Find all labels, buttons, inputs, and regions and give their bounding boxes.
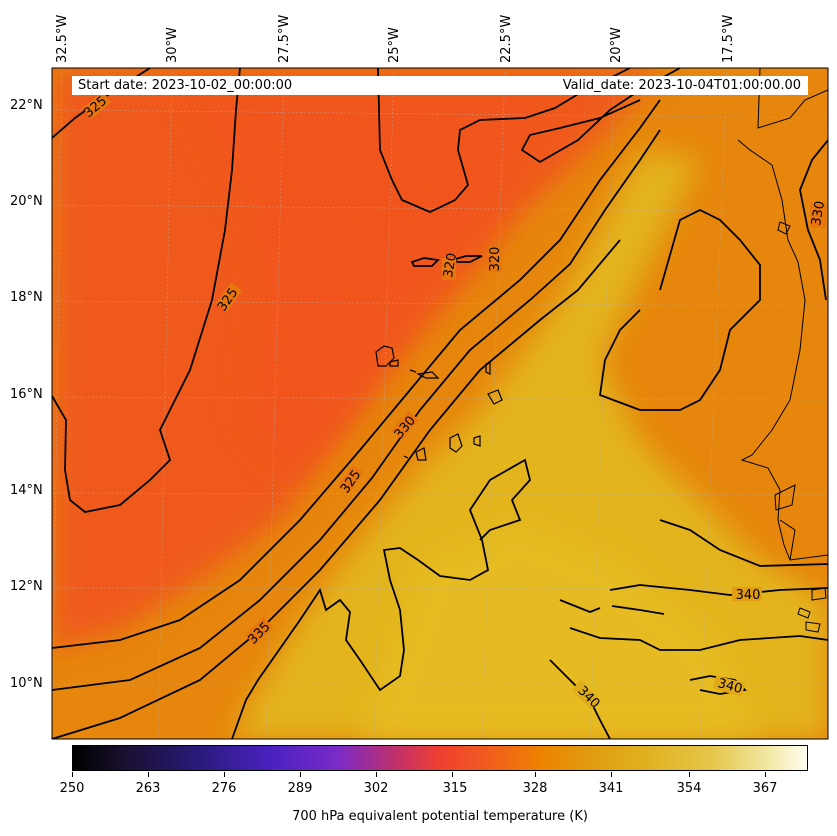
lat-label: 12°N [10, 579, 43, 594]
warm-air-region [230, 150, 828, 739]
contour-north-meander [377, 68, 631, 213]
contour-label: 340 [736, 588, 761, 603]
contour-330-east [799, 139, 828, 301]
contour-325-west [52, 68, 241, 513]
colorbar-label: 367 [752, 781, 778, 796]
colorbar-label: 328 [522, 781, 548, 796]
contour-label: 330 [809, 200, 828, 227]
map-frame [51, 67, 829, 740]
colorbar-label: 289 [287, 781, 313, 796]
contour-south-island [559, 599, 601, 613]
colorbar-label: 263 [135, 781, 161, 796]
contour-lines [52, 68, 828, 739]
colorbar-title: 700 hPa equivalent potential temperature… [292, 809, 588, 824]
colorbar-tick [765, 772, 766, 777]
colorbar [72, 745, 808, 771]
lon-label: 25°W [387, 27, 402, 63]
lat-label: 18°N [10, 290, 43, 305]
colorbar-tick [300, 772, 301, 777]
colorbar-tick [535, 772, 536, 777]
contour-340-east [609, 584, 828, 596]
colorbar-tick [376, 772, 377, 777]
lon-label: 17.5°W [721, 14, 736, 63]
colorbar-tick [224, 772, 225, 777]
contour-label: 340 [716, 676, 744, 697]
contour-320-a [410, 257, 440, 267]
lat-label: 22°N [10, 98, 43, 113]
lon-label: 32.5°W [55, 14, 70, 63]
colorbar-tick [148, 772, 149, 777]
contour-label: 320 [488, 247, 503, 272]
contour-east-band [659, 519, 828, 567]
contour-335-front [52, 239, 621, 739]
contour-east-upper [611, 605, 665, 615]
lat-label: 20°N [10, 194, 43, 209]
lon-label: 27.5°W [277, 14, 292, 63]
date-info-bar: Start date: 2023-10-02_00:00:00 Valid_da… [72, 76, 808, 95]
lon-label: 30°W [165, 27, 180, 63]
contour-label-halos [82, 91, 826, 710]
colorbar-tick [452, 772, 453, 777]
colorbar-label: 315 [442, 781, 468, 796]
lon-label: 22.5°W [499, 14, 514, 63]
start-date-label: Start date: 2023-10-02_00:00:00 [78, 78, 293, 93]
colorbar-tick [72, 772, 73, 777]
lon-label: 20°W [609, 27, 624, 63]
colorbar-label: 276 [211, 781, 237, 796]
colorbar-tick [689, 772, 690, 777]
lat-label: 14°N [10, 483, 43, 498]
contour-north-loop [520, 68, 681, 164]
colorbar-label: 250 [59, 781, 85, 796]
coastlines [737, 68, 828, 633]
colorbar-label: 341 [598, 781, 624, 796]
contour-label: 320 [441, 252, 460, 279]
lat-label: 10°N [10, 676, 43, 691]
contour-east-lower [569, 627, 828, 651]
graticule [52, 68, 828, 739]
contour-east-meander [599, 208, 761, 411]
valid-date-label: Valid_date: 2023-10-04T01:00:00.00 [562, 78, 801, 93]
cape-verde-islands [375, 345, 503, 461]
contour-325-front [52, 99, 661, 649]
contour-330-front [52, 129, 661, 691]
colorbar-label: 354 [676, 781, 702, 796]
contour-central-meander [231, 458, 531, 739]
colorbar-tick [611, 772, 612, 777]
lat-label: 16°N [10, 387, 43, 402]
colorbar-label: 302 [363, 781, 389, 796]
contour-320-b [448, 255, 483, 263]
